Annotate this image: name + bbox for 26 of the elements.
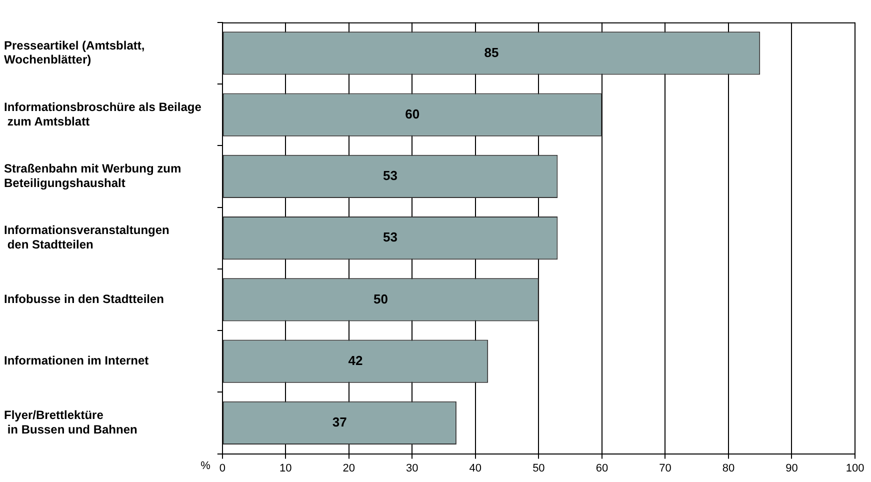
x-tick-label: 50 bbox=[532, 462, 545, 474]
x-tick-label: 40 bbox=[469, 462, 482, 474]
y-tick-label: Informationsbroschüre als Beilage zum Amtsblatt bbox=[4, 100, 202, 128]
x-tick-label: 0 bbox=[219, 462, 226, 474]
data-label: 85 bbox=[484, 44, 499, 60]
y-tick-label: Informationsveranstaltungen den Stadtteilen bbox=[4, 223, 170, 252]
data-label: 53 bbox=[383, 230, 398, 245]
x-tick-label: 30 bbox=[406, 462, 418, 474]
data-label: 37 bbox=[332, 414, 347, 430]
x-tick-label: 90 bbox=[786, 462, 798, 474]
x-tick-label: 10 bbox=[280, 462, 292, 474]
y-tick-label: Infobusse in den Stadtteilen bbox=[4, 292, 164, 306]
x-tick-label: 70 bbox=[659, 462, 672, 474]
x-tick-label: 80 bbox=[722, 462, 735, 474]
x-tick-label: 100 bbox=[846, 462, 864, 474]
data-label: 42 bbox=[348, 352, 363, 368]
data-label: 53 bbox=[383, 168, 398, 184]
y-tick-label: Presseartikel (Amtsblatt, Wochenblätter) bbox=[4, 38, 145, 67]
x-axis-title: % bbox=[200, 460, 211, 472]
data-label: 50 bbox=[374, 291, 388, 306]
y-tick-label: Flyer/Brettlektüre in Bussen und Bahnen bbox=[4, 408, 138, 436]
y-tick-label: Straßenbahn mit Werbung zum Beteiligungshaushalt bbox=[4, 162, 182, 190]
y-tick-label: Informationen im Internet bbox=[4, 354, 149, 368]
x-tick-label: 60 bbox=[596, 462, 608, 474]
x-tick-label: 20 bbox=[342, 462, 356, 474]
data-label: 60 bbox=[405, 106, 420, 122]
